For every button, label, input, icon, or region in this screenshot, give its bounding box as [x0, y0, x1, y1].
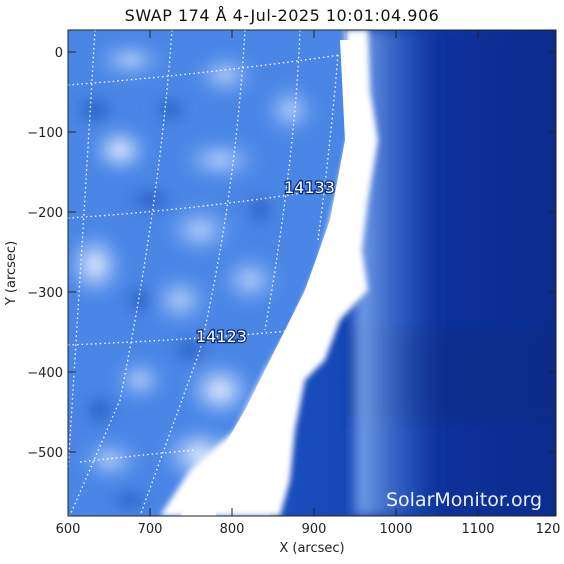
x-axis-title: X (arcsec): [279, 541, 344, 556]
watermark: SolarMonitor.org: [386, 489, 542, 511]
y-tick-label: −200: [27, 206, 63, 221]
y-tick-label: −500: [27, 446, 63, 461]
y-axis-title: Y (arcsec): [4, 241, 19, 306]
y-tick-label: −300: [27, 286, 63, 301]
x-tick-label: 120: [536, 522, 561, 537]
x-tick-label: 1000: [379, 522, 412, 537]
disk-texture: [68, 38, 320, 515]
plot-frame: [67, 29, 557, 517]
y-axis-ticks: [68, 51, 556, 453]
y-tick-label: −100: [27, 126, 63, 141]
x-tick-label: 700: [138, 522, 163, 537]
x-tick-labels: 600 700 800 900 1000 1100 120: [56, 522, 561, 537]
limb-core: [180, 40, 362, 516]
x-tick-label: 600: [56, 522, 81, 537]
y-tick-labels: 0 −100 −200 −300 −400 −500: [27, 46, 63, 461]
y-tick-label: −400: [27, 366, 63, 381]
x-tick-label: 900: [302, 522, 327, 537]
x-axis-ticks: [67, 30, 479, 516]
heliographic-grid: [68, 30, 356, 516]
x-tick-label: 1100: [461, 522, 494, 537]
y-tick-label: 0: [55, 46, 63, 61]
solar-image: 14133 14123 SolarMonitor.org: [68, 30, 556, 516]
region-label-14123: 14123: [196, 327, 247, 346]
x-tick-label: 800: [220, 522, 245, 537]
image-title: SWAP 174 Å 4-Jul-2025 10:01:04.906: [124, 6, 440, 25]
region-label-14133: 14133: [284, 178, 335, 197]
